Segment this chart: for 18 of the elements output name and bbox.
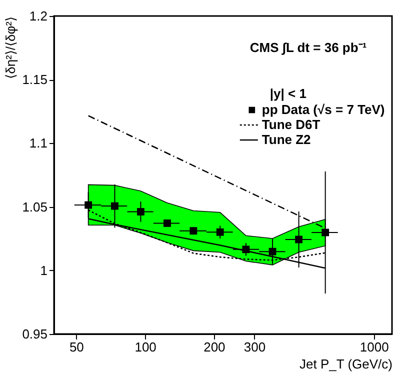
legend-label: Tune Z2 (262, 132, 311, 147)
y-tick-label: 1.1 (29, 136, 48, 151)
x-tick-label: 100 (134, 340, 156, 354)
legend-label: Tune D6T (262, 117, 320, 132)
x-tick-label: 200 (204, 340, 226, 354)
x-axis-title: Jet P_T (GeV/c) (300, 356, 392, 372)
x-tick-label: 50 (69, 340, 84, 354)
x-tick-label: 1000 (360, 340, 389, 354)
y-axis-title: ⟨δη²⟩/⟨δφ²⟩ (3, 16, 18, 79)
y-tick-label: 1 (40, 262, 48, 278)
annotation: CMS ∫L dt = 36 pb⁻¹ (250, 40, 367, 55)
x-tick-label: 300 (244, 340, 266, 354)
legend-title: |y| < 1 (270, 86, 306, 101)
y-tick-label: 0.95 (22, 326, 48, 342)
y-tick-label: 1.05 (22, 199, 48, 214)
y-tick-label: 1.15 (22, 72, 48, 88)
y-tick-label: 1.2 (29, 8, 48, 24)
legend-label: pp Data (√s = 7 TeV) (262, 102, 385, 117)
